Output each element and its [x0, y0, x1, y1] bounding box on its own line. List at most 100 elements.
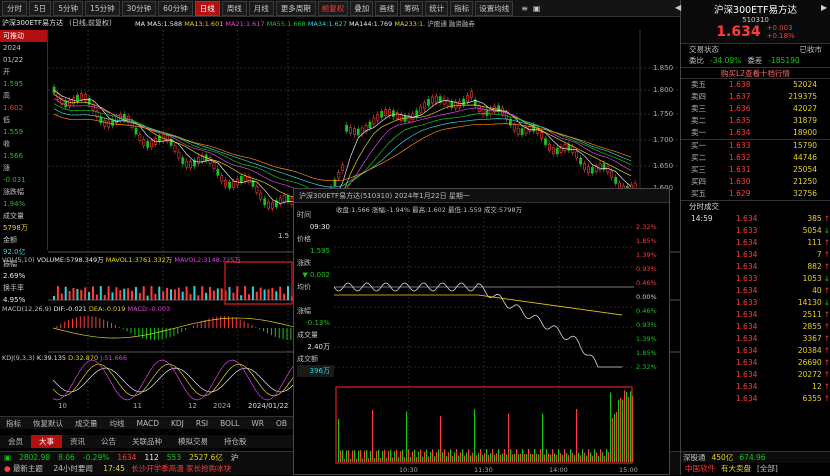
intraday-volume-bar: [404, 457, 406, 462]
candle-body: [528, 125, 532, 132]
security-name: 沪深300ETF易方达: [2, 19, 64, 27]
volume-bar: [259, 287, 262, 300]
tab-5min[interactable]: 5分钟: [53, 0, 84, 16]
popup-chg-label: 涨跌: [297, 259, 311, 267]
tab-sim-trade[interactable]: 模拟交易: [178, 437, 208, 446]
candle-body: [95, 110, 99, 118]
intraday-volume-bar: [572, 452, 574, 462]
candle-body: [99, 116, 103, 124]
ask-book: 卖五 1.638 52024 卖四 1.637 219375 卖三 1.636 42027 卖二 1…: [681, 79, 830, 140]
intraday-price-line: [334, 282, 622, 368]
popup-right-tick: 0.00%: [636, 293, 657, 301]
bid-label: 买五: [691, 189, 706, 198]
tab-boll[interactable]: BOLL: [220, 419, 240, 428]
tab-kdj[interactable]: KDJ: [170, 419, 184, 428]
tick-time: [691, 393, 736, 405]
tab-obv[interactable]: OB: [276, 419, 288, 428]
tab-holdings[interactable]: 持仓股: [224, 437, 247, 446]
intraday-popup[interactable]: 沪深300ETF易方达(510310) 2024年1月22日 星期一 收盘:1.…: [293, 188, 670, 475]
popup-right-tick: 0.46%: [636, 279, 657, 287]
weicha-value: -185190: [768, 56, 800, 65]
bid-row: 买一 1.633 15790: [681, 140, 830, 152]
tab-weekly[interactable]: 周线: [221, 0, 247, 16]
tab-30min[interactable]: 30分钟: [121, 0, 157, 16]
tab-notices[interactable]: 公告: [101, 437, 116, 446]
indicator-button[interactable]: 指标: [450, 0, 474, 16]
next-security-icon[interactable]: ▶: [821, 3, 828, 12]
tab-indicator[interactable]: 指标: [6, 419, 21, 428]
tick-price: 1.634: [735, 250, 758, 259]
adjust-dropdown[interactable]: 前复权: [317, 0, 349, 16]
tab-member[interactable]: 会员: [8, 437, 23, 446]
volume-bar: [255, 291, 258, 300]
quote-name: 沪深300ETF易方达: [714, 5, 797, 16]
tab-more-periods[interactable]: 更多周期: [275, 0, 316, 16]
draw-line-button[interactable]: 画线: [375, 0, 399, 16]
candle-body: [606, 165, 610, 173]
rp-footer-a[interactable]: 深股通: [683, 453, 706, 462]
ticker-topic[interactable]: 最新主题: [12, 464, 43, 473]
tab-events[interactable]: 大事: [31, 435, 62, 448]
ma-settings-button[interactable]: 设置均线: [475, 0, 514, 16]
ask-price: 1.638: [729, 80, 751, 89]
tab-volume[interactable]: 成交量: [75, 419, 98, 428]
intraday-volume-bar: [432, 449, 434, 462]
tick-price: 1.633: [735, 298, 758, 307]
stats-button[interactable]: 统计: [425, 0, 449, 16]
tab-15min[interactable]: 15分钟: [85, 0, 120, 16]
tick-row: 1.634 7 ↑: [681, 249, 830, 261]
popup-info-panel: 时间 09:30 价格 1.595 涨跌 ▼ 0.002 均价 涨幅 -0.13…: [294, 203, 334, 476]
tab-reset[interactable]: 恢复默认: [33, 419, 63, 428]
tick-volume: 14130: [797, 298, 822, 307]
volume-bar: [146, 295, 149, 300]
tick-list: 14:59 1.634 385 ↑ 1.633 5054 ↓ 1.634 111 ↑ 1.634 7 ↑…: [681, 213, 830, 405]
candle-body: [278, 197, 282, 205]
intraday-volume-bar: [526, 454, 528, 462]
tab-rsi[interactable]: RSI: [195, 419, 209, 428]
level2-link[interactable]: 购买L2查看十档行情: [681, 67, 830, 79]
popup-right-tick: 2.32%: [636, 223, 657, 231]
margin-trading[interactable]: 融资融券: [448, 20, 475, 28]
ticker-24h[interactable]: 24小时要闻: [53, 464, 93, 473]
intraday-volume-bar: [612, 418, 614, 462]
tick-direction-icon: ↓: [823, 298, 830, 307]
tab-minute[interactable]: 分时: [2, 0, 27, 16]
intraday-volume-bar: [342, 450, 344, 462]
quote-panel: 沪深300ETF易方达 510310 1.634 +0.003 +0.18% ◀…: [675, 0, 830, 475]
tab-ma[interactable]: 均线: [109, 419, 125, 428]
vol-header: VOL(5,10) VOLUME:5798.349万 MAVOL1:3761.3…: [2, 254, 241, 264]
intraday-volume-bar: [354, 450, 356, 462]
tab-wr[interactable]: WR: [251, 419, 264, 428]
volume-bar: [197, 295, 200, 300]
intraday-chart[interactable]: 2.32% 1.85% 1.39% 0.93% 0.46% 0.00% 0.46% 0.93%…: [334, 217, 670, 475]
tab-monthly[interactable]: 月线: [248, 0, 274, 16]
volume-bar: [248, 294, 250, 300]
news-ticker[interactable]: ● 最新主题 24小时要闻 17:45 长沙开学季高温 家长抢购冰块: [0, 463, 680, 475]
x-tick-12: 12: [188, 402, 197, 410]
rp-bottom-a[interactable]: 中国软件: [685, 464, 715, 473]
hk-connect[interactable]: 沪股通: [427, 20, 447, 28]
intraday-volume-bar: [532, 454, 534, 462]
bid-label: 买三: [691, 165, 706, 174]
tab-5day[interactable]: 5日: [29, 0, 52, 16]
index-value[interactable]: 2802.98: [19, 453, 51, 462]
intraday-volume-bar: [484, 453, 486, 462]
rp-bottom-c[interactable]: [全部]: [757, 464, 778, 473]
intraday-volume-bar: [480, 449, 482, 462]
candle-body: [411, 113, 415, 120]
ma-line: [53, 108, 632, 188]
tab-daily[interactable]: 日线: [194, 0, 220, 16]
menu-icon[interactable]: ≡: [521, 3, 528, 13]
ticker-headline[interactable]: 长沙开学季高温 家长抢购冰块: [131, 464, 232, 473]
rp-bottom-b: 有大卖盘: [721, 464, 751, 473]
tab-60min[interactable]: 60分钟: [158, 0, 193, 16]
chips-button[interactable]: 筹码: [400, 0, 424, 16]
tab-news[interactable]: 资讯: [70, 437, 85, 446]
overlay-button[interactable]: 叠加: [350, 0, 374, 16]
tab-related[interactable]: 关联品种: [132, 437, 162, 446]
tab-macd[interactable]: MACD: [136, 419, 159, 428]
expand-icon[interactable]: ▣: [532, 3, 541, 13]
volume-bar: [236, 286, 239, 300]
volume-bar: [220, 288, 223, 300]
prev-security-icon[interactable]: ◀: [675, 3, 682, 12]
